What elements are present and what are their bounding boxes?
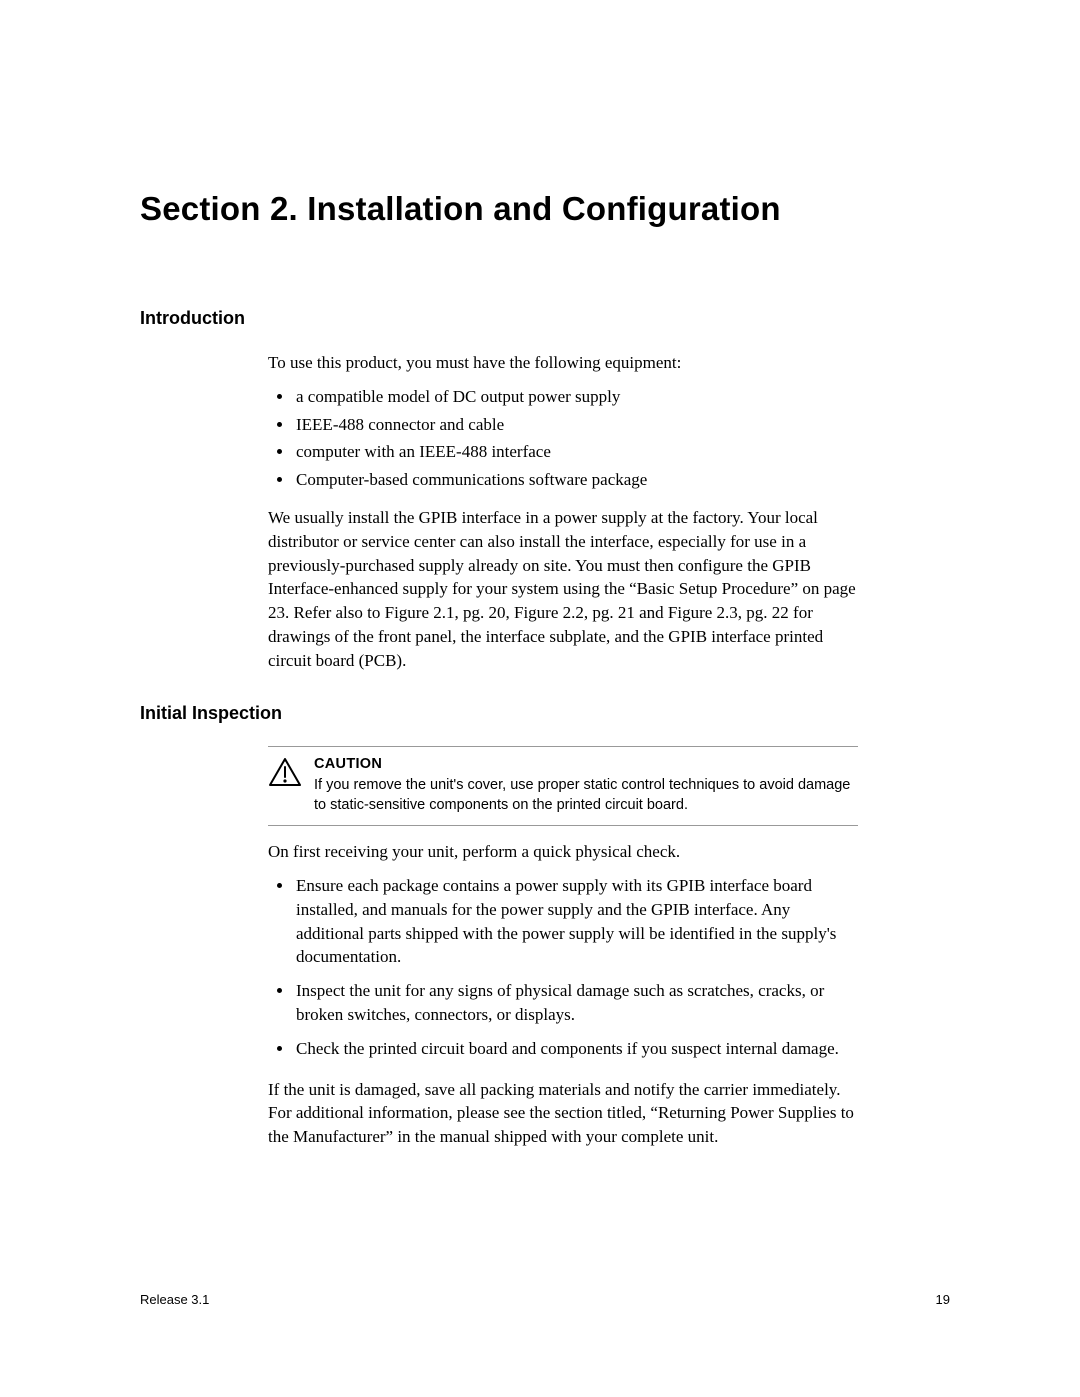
footer-release: Release 3.1 (140, 1292, 209, 1307)
introduction-body: To use this product, you must have the f… (268, 351, 858, 673)
list-item: Check the printed circuit board and comp… (294, 1037, 858, 1061)
caution-text: CAUTION If you remove the unit's cover, … (314, 755, 858, 816)
list-item: computer with an IEEE-488 interface (294, 440, 858, 464)
list-item: a compatible model of DC output power su… (294, 385, 858, 409)
document-page: Section 2. Installation and Configuratio… (0, 0, 1080, 1397)
introduction-lead: To use this product, you must have the f… (268, 351, 858, 375)
inspection-check-list: Ensure each package contains a power sup… (268, 874, 858, 1061)
warning-triangle-icon (268, 757, 302, 787)
caution-box: CAUTION If you remove the unit's cover, … (268, 746, 858, 827)
initial-inspection-body: CAUTION If you remove the unit's cover, … (268, 746, 858, 1149)
list-item: Computer-based communications software p… (294, 468, 858, 492)
list-item: Ensure each package contains a power sup… (294, 874, 858, 969)
introduction-paragraph: We usually install the GPIB interface in… (268, 506, 858, 673)
list-item: Inspect the unit for any signs of physic… (294, 979, 858, 1027)
caution-label: CAUTION (314, 755, 858, 775)
inspection-lead: On first receiving your unit, perform a … (268, 840, 858, 864)
page-footer: Release 3.1 19 (140, 1292, 950, 1307)
footer-page-number: 19 (936, 1292, 950, 1307)
introduction-heading: Introduction (140, 308, 950, 329)
list-item: IEEE-488 connector and cable (294, 413, 858, 437)
section-title: Section 2. Installation and Configuratio… (140, 190, 950, 228)
initial-inspection-heading: Initial Inspection (140, 703, 950, 724)
caution-body: If you remove the unit's cover, use prop… (314, 777, 850, 813)
equipment-list: a compatible model of DC output power su… (268, 385, 858, 492)
inspection-closing: If the unit is damaged, save all packing… (268, 1078, 858, 1149)
